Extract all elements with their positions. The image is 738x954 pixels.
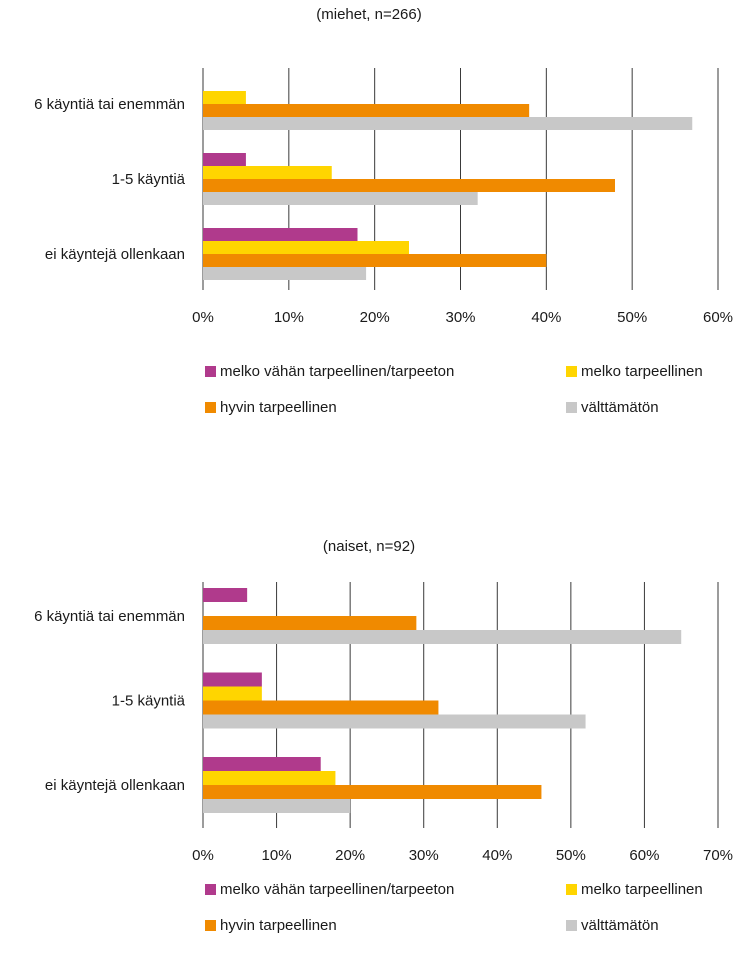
category-label: 6 käyntiä tai enemmän: [34, 96, 185, 113]
bar: [203, 104, 530, 117]
legend-label: melko vähän tarpeellinen/tarpeeton: [220, 363, 455, 380]
bar: [203, 179, 615, 192]
x-tick-label: 0%: [192, 847, 214, 864]
x-tick-label: 50%: [556, 847, 586, 864]
legend-swatch: [566, 884, 577, 895]
bar: [203, 91, 246, 104]
legend-swatch: [566, 402, 577, 413]
legend-label: välttämätön: [581, 917, 659, 934]
x-tick-label: 40%: [482, 847, 512, 864]
legend-swatch: [566, 920, 577, 931]
bar: [203, 630, 682, 644]
legend-swatch: [205, 920, 216, 931]
legend-label: hyvin tarpeellinen: [220, 399, 337, 416]
x-tick-label: 40%: [531, 309, 561, 326]
x-tick-label: 10%: [274, 309, 304, 326]
chart-title: (naiset, n=92): [322, 538, 416, 555]
x-tick-label: 20%: [335, 847, 365, 864]
legend-item: hyvin tarpeellinen: [205, 917, 337, 934]
legend-label: melko vähän tarpeellinen/tarpeeton: [220, 881, 455, 898]
bar: [203, 757, 321, 771]
legend-label: melko tarpeellinen: [581, 363, 703, 380]
legend-swatch: [205, 366, 216, 377]
bar: [203, 672, 262, 687]
x-tick-label: 70%: [703, 847, 733, 864]
chart-plot: 0% 10% 20% 30% 40% 50% 60% 6 käyntiä tai enemmä…: [34, 68, 733, 326]
legend-label: hyvin tarpeellinen: [220, 917, 337, 934]
legend-label: välttämätön: [581, 399, 659, 416]
bar: [203, 166, 332, 179]
legend-swatch: [205, 884, 216, 895]
legend-item: välttämätön: [566, 917, 659, 934]
category-label: ei käyntejä ollenkaan: [45, 246, 185, 263]
bar: [203, 117, 693, 130]
chart-women: (naiset, n=92) 0% 10% 20% 30% 40% 50% 60% 70% 6 …: [0, 520, 738, 954]
bar: [203, 267, 367, 280]
legend-swatch: [205, 402, 216, 413]
x-tick-label: 30%: [409, 847, 439, 864]
bar: [203, 785, 542, 799]
legend-item: melko vähän tarpeellinen/tarpeeton: [205, 363, 454, 380]
x-tick-label: 50%: [617, 309, 647, 326]
chart-title: (miehet, n=266): [316, 6, 422, 23]
legend-swatch: [566, 366, 577, 377]
bar: [203, 588, 248, 602]
bar: [203, 686, 262, 701]
bar: [203, 192, 478, 205]
bar: [203, 254, 547, 267]
bar: [203, 714, 586, 729]
x-tick-label: 20%: [360, 309, 390, 326]
x-tick-label: 60%: [703, 309, 733, 326]
bar: [203, 241, 409, 254]
legend-label: melko tarpeellinen: [581, 881, 703, 898]
legend-item: melko tarpeellinen: [566, 363, 703, 380]
category-label: 1-5 käyntiä: [112, 171, 186, 188]
x-tick-label: 30%: [445, 309, 475, 326]
legend-item: melko vähän tarpeellinen/tarpeeton: [205, 881, 454, 898]
category-label: 6 käyntiä tai enemmän: [34, 608, 185, 625]
x-tick-label: 10%: [262, 847, 292, 864]
bar: [203, 228, 358, 241]
bar: [203, 799, 351, 813]
bar: [203, 153, 246, 166]
category-label: 1-5 käyntiä: [112, 693, 186, 710]
bar: [203, 700, 439, 715]
bar: [203, 616, 417, 630]
legend-item: välttämätön: [566, 399, 659, 416]
x-tick-label: 0%: [192, 309, 214, 326]
x-tick-label: 60%: [629, 847, 659, 864]
bar: [203, 771, 336, 785]
chart-men: (miehet, n=266) 0% 10% 20% 30% 40% 50% 60% 6 kä…: [0, 0, 738, 460]
legend-item: hyvin tarpeellinen: [205, 399, 337, 416]
chart-plot: 0% 10% 20% 30% 40% 50% 60% 70% 6 käyntiä tai ene…: [34, 582, 733, 864]
category-label: ei käyntejä ollenkaan: [45, 777, 185, 794]
legend-item: melko tarpeellinen: [566, 881, 703, 898]
